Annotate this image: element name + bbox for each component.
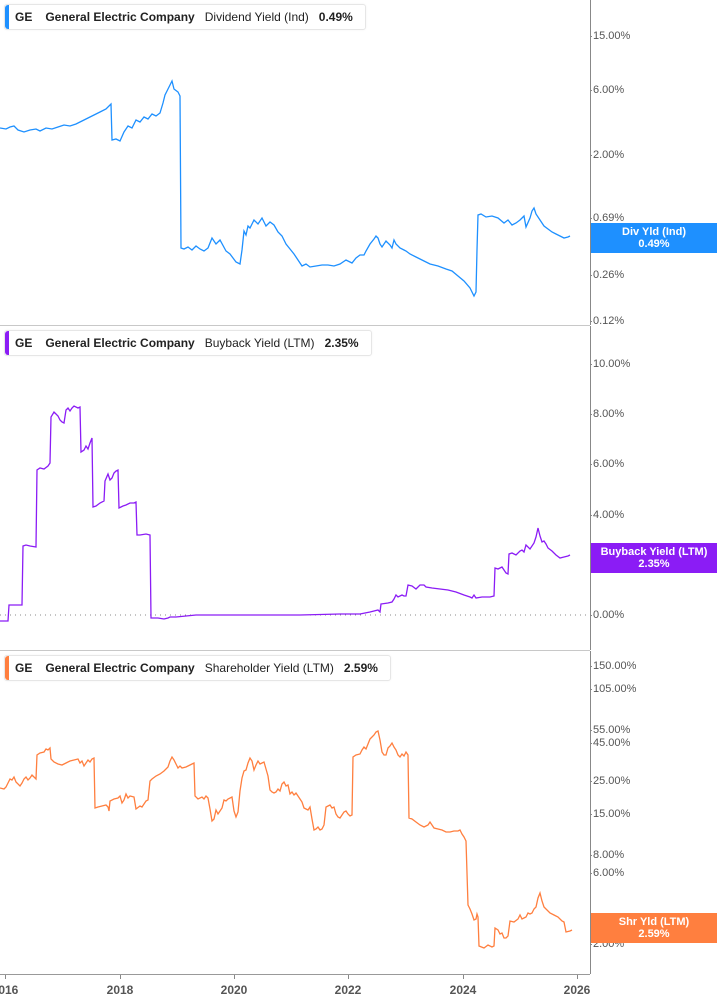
y-tick-label: 6.00%	[589, 84, 625, 96]
y-tick-label: 4.00%	[589, 509, 625, 521]
shareholder-yield-line	[0, 730, 573, 949]
y-axis-line	[590, 326, 591, 650]
legend-ticker: GE	[15, 661, 33, 675]
y-tick-label: 105.00%	[589, 683, 637, 695]
x-tick-label: 2016	[0, 983, 19, 997]
panel-divider[interactable]	[0, 650, 590, 651]
x-tick-label: 2020	[220, 983, 248, 997]
x-tick	[577, 975, 578, 979]
legend-ticker: GE	[15, 10, 33, 24]
dividend-yield-legend[interactable]: GE General Electric Company Dividend Yie…	[4, 4, 366, 30]
tag-value: 0.49%	[638, 238, 670, 250]
y-tick-label: 15.00%	[589, 30, 631, 42]
legend-metric: Dividend Yield (Ind)	[204, 10, 309, 24]
y-axis-line	[590, 651, 591, 974]
y-tick-label: 8.00%	[589, 849, 625, 861]
legend-value: 2.59%	[343, 661, 378, 675]
legend-company: General Electric Company	[45, 336, 195, 350]
y-tick-label: 45.00%	[589, 737, 631, 749]
x-tick	[5, 975, 6, 979]
y-tick-label: 0.00%	[589, 609, 625, 621]
series-color-swatch	[5, 656, 9, 680]
dividend-yield-panel: GE General Electric Company Dividend Yie…	[0, 0, 717, 327]
series-color-swatch	[5, 331, 9, 355]
current-value-tag: Div Yld (Ind) 0.49%	[591, 223, 717, 253]
tag-title: Div Yld (Ind)	[622, 226, 686, 238]
buyback-yield-plot[interactable]	[0, 326, 590, 650]
tag-value: 2.59%	[638, 928, 670, 940]
legend-ticker: GE	[15, 336, 33, 350]
y-tick-label: 25.00%	[589, 775, 631, 787]
y-tick-label: 6.00%	[589, 458, 625, 470]
x-tick	[463, 975, 464, 979]
y-tick-label: 6.00%	[589, 867, 625, 879]
tag-value: 2.35%	[638, 558, 670, 570]
tag-title: Shr Yld (LTM)	[618, 916, 690, 928]
y-tick-label: 15.00%	[589, 808, 631, 820]
legend-metric: Shareholder Yield (LTM)	[204, 661, 334, 675]
buyback-yield-panel: GE General Electric Company Buyback Yiel…	[0, 326, 717, 650]
x-tick	[234, 975, 235, 979]
legend-metric: Buyback Yield (LTM)	[204, 336, 315, 350]
current-value-tag: Buyback Yield (LTM) 2.35%	[591, 543, 717, 573]
y-tick-label: 2.00%	[589, 149, 625, 161]
panel-divider[interactable]	[0, 325, 590, 326]
x-tick	[348, 975, 349, 979]
shareholder-yield-panel: GE General Electric Company Shareholder …	[0, 651, 717, 975]
x-tick-label: 2022	[334, 983, 362, 997]
y-axis-line	[590, 0, 591, 325]
current-value-tag: Shr Yld (LTM) 2.59%	[591, 913, 717, 943]
legend-company: General Electric Company	[45, 10, 195, 24]
x-tick-label: 2026	[563, 983, 591, 997]
dividend-yield-line	[0, 79, 571, 298]
y-tick-label: 0.12%	[589, 315, 625, 327]
dividend-yield-plot[interactable]	[0, 0, 590, 325]
legend-value: 2.35%	[324, 336, 359, 350]
x-axis-line	[0, 974, 590, 975]
x-tick-label: 2024	[449, 983, 477, 997]
x-tick	[120, 975, 121, 979]
tag-title: Buyback Yield (LTM)	[600, 546, 708, 558]
buyback-yield-line	[0, 405, 571, 622]
y-tick-label: 10.00%	[589, 358, 631, 370]
shareholder-yield-plot[interactable]	[0, 651, 590, 975]
x-tick-label: 2018	[106, 983, 134, 997]
buyback-yield-legend[interactable]: GE General Electric Company Buyback Yiel…	[4, 330, 372, 356]
shareholder-yield-legend[interactable]: GE General Electric Company Shareholder …	[4, 655, 391, 681]
legend-company: General Electric Company	[45, 661, 195, 675]
y-tick-label: 55.00%	[589, 724, 631, 736]
y-tick-label: 0.69%	[589, 212, 625, 224]
series-color-swatch	[5, 5, 9, 29]
y-tick-label: 150.00%	[589, 660, 637, 672]
legend-value: 0.49%	[318, 10, 353, 24]
y-tick-label: 8.00%	[589, 408, 625, 420]
y-tick-label: 0.26%	[589, 269, 625, 281]
